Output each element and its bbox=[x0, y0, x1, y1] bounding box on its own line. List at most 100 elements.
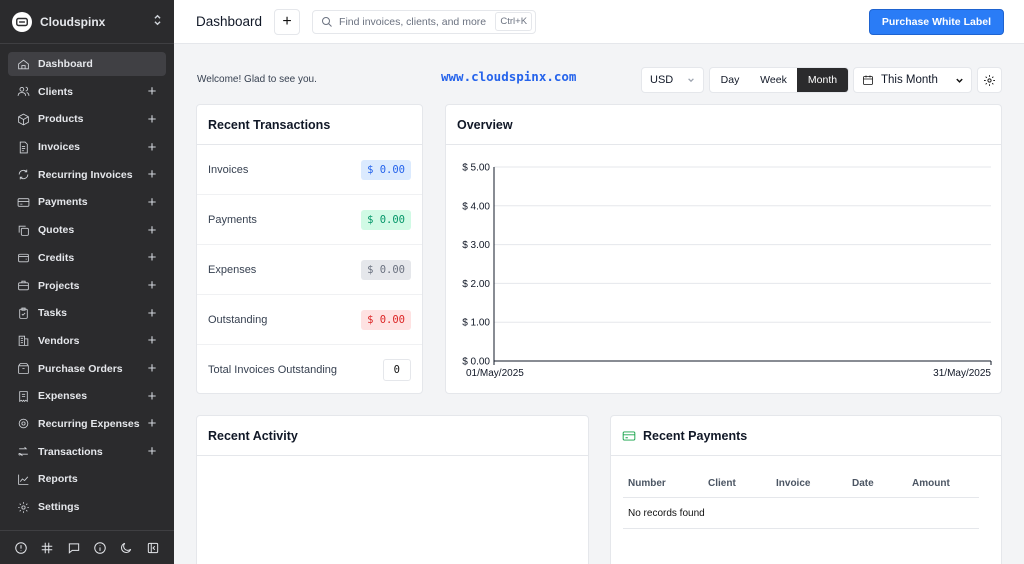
wallet-icon bbox=[16, 251, 30, 265]
sidebar-item-invoices[interactable]: Invoices + bbox=[8, 135, 166, 159]
sidebar-item-label: Credits bbox=[38, 251, 75, 264]
sidebar-item-payments[interactable]: Payments + bbox=[8, 190, 166, 214]
moon-icon[interactable] bbox=[119, 541, 133, 555]
row-value: $ 0.00 bbox=[361, 209, 411, 230]
y-tick-label: $ 1.00 bbox=[462, 318, 490, 329]
sidebar-item-label: Recurring Invoices bbox=[38, 168, 133, 181]
slack-icon[interactable] bbox=[40, 541, 54, 555]
row-label: Total Invoices Outstanding bbox=[208, 364, 338, 376]
file-icon bbox=[16, 140, 30, 154]
chat-icon[interactable] bbox=[67, 541, 81, 555]
plus-icon[interactable]: + bbox=[147, 83, 157, 101]
plus-icon[interactable]: + bbox=[147, 332, 157, 350]
sidebar-item-recurring-invoices[interactable]: Recurring Invoices + bbox=[8, 163, 166, 187]
table-header: Number Client Invoice Date Amount bbox=[623, 470, 979, 498]
clipboard-icon bbox=[16, 306, 30, 320]
sidebar-item-label: Quotes bbox=[38, 224, 75, 237]
period-week-button[interactable]: Week bbox=[760, 74, 787, 86]
plus-icon[interactable]: + bbox=[147, 138, 157, 156]
row-value: $ 0.00 bbox=[361, 259, 411, 280]
chevron-down-icon bbox=[955, 76, 963, 84]
alert-icon[interactable] bbox=[14, 541, 28, 555]
currency-value: USD bbox=[650, 74, 674, 86]
sidebar-item-label: Clients bbox=[38, 85, 74, 98]
search-input[interactable]: Find invoices, clients, and more Ctrl+K bbox=[312, 9, 537, 34]
plus-icon[interactable]: + bbox=[147, 304, 157, 322]
sidebar-item-transactions[interactable]: Transactions + bbox=[8, 440, 166, 464]
column-header[interactable]: Invoice bbox=[776, 478, 811, 489]
plus-icon[interactable]: + bbox=[147, 443, 157, 461]
recent-payments-card: Recent Payments Number Client Invoice Da… bbox=[610, 415, 1002, 564]
sidebar-item-label: Settings bbox=[38, 501, 80, 513]
sidebar-item-products[interactable]: Products + bbox=[8, 107, 166, 131]
column-header[interactable]: Number bbox=[628, 478, 666, 489]
card-title: Recent Transactions bbox=[197, 105, 422, 145]
y-tick-label: $ 0.00 bbox=[462, 357, 490, 368]
column-header[interactable]: Client bbox=[708, 478, 736, 489]
plus-icon[interactable]: + bbox=[147, 387, 157, 405]
transfer-icon bbox=[16, 445, 30, 459]
sidebar-item-vendors[interactable]: Vendors + bbox=[8, 329, 166, 353]
welcome-message: Welcome! Glad to see you. bbox=[197, 74, 317, 85]
info-icon[interactable] bbox=[93, 541, 107, 555]
plus-icon[interactable]: + bbox=[147, 277, 157, 294]
search-shortcut: Ctrl+K bbox=[495, 12, 533, 31]
refresh-icon bbox=[16, 168, 30, 182]
sidebar-item-quotes[interactable]: Quotes + bbox=[8, 218, 166, 242]
sidebar-item-recurring-expenses[interactable]: Recurring Expenses + bbox=[8, 412, 166, 436]
row-label: Invoices bbox=[208, 163, 249, 176]
row-value: 0 bbox=[382, 359, 411, 381]
sidebar-item-tasks[interactable]: Tasks + bbox=[8, 301, 166, 325]
plus-icon[interactable]: + bbox=[147, 360, 157, 378]
briefcase-icon bbox=[16, 279, 30, 293]
sidebar-item-credits[interactable]: Credits + bbox=[8, 246, 166, 270]
users-icon bbox=[16, 85, 30, 99]
sidebar-item-label: Expenses bbox=[38, 390, 88, 403]
sidebar-item-label: Projects bbox=[38, 279, 80, 292]
plus-icon[interactable]: + bbox=[147, 415, 157, 433]
sidebar-item-label: Invoices bbox=[38, 141, 81, 154]
package-icon bbox=[16, 362, 30, 376]
purchase-white-label-button[interactable]: Purchase White Label bbox=[868, 8, 1004, 35]
dashboard-settings-button[interactable] bbox=[977, 67, 1002, 93]
card-title: Recent Activity bbox=[197, 416, 588, 456]
row-label: Outstanding bbox=[208, 313, 268, 326]
row-value: $ 0.00 bbox=[361, 159, 411, 180]
receipt-icon bbox=[16, 389, 30, 403]
gear-icon bbox=[16, 500, 30, 514]
sidebar-item-settings[interactable]: Settings bbox=[8, 495, 166, 519]
plus-icon[interactable]: + bbox=[147, 249, 157, 267]
sidebar-item-expenses[interactable]: Expenses + bbox=[8, 384, 166, 408]
quick-add-button[interactable]: + bbox=[274, 8, 301, 35]
sidebar-item-label: Reports bbox=[38, 473, 78, 486]
sidebar-item-reports[interactable]: Reports bbox=[8, 467, 166, 491]
top-bar: Dashboard + Find invoices, clients, and … bbox=[174, 0, 1024, 44]
sidebar-item-clients[interactable]: Clients + bbox=[8, 80, 166, 104]
card-header: Recent Payments bbox=[611, 416, 1001, 456]
sidebar-item-label: Purchase Orders bbox=[38, 362, 123, 375]
site-url-watermark: www.cloudspinx.com bbox=[441, 69, 577, 84]
empty-state: No records found bbox=[623, 498, 979, 529]
sidebar-item-label: Payments bbox=[38, 196, 88, 209]
chevron-updown-icon bbox=[153, 14, 162, 29]
column-header[interactable]: Amount bbox=[912, 478, 950, 489]
plus-icon[interactable]: + bbox=[147, 166, 157, 184]
sidebar-item-label: Dashboard bbox=[38, 58, 93, 70]
period-month-button[interactable]: Month bbox=[797, 68, 848, 92]
overview-chart: $ 0.00 $ 1.00 $ 2.00 $ 3.00 $ 4.00 $ 5.00 01/M… bbox=[446, 146, 1001, 393]
currency-select[interactable]: USD bbox=[641, 67, 704, 93]
column-header[interactable]: Date bbox=[852, 478, 874, 489]
plus-icon[interactable]: + bbox=[147, 221, 157, 239]
plus-icon[interactable]: + bbox=[147, 110, 157, 128]
sidebar-item-projects[interactable]: Projects + bbox=[8, 274, 166, 298]
collapse-icon[interactable] bbox=[146, 541, 160, 555]
company-switcher[interactable]: Cloudspinx bbox=[0, 0, 174, 44]
plus-icon[interactable]: + bbox=[147, 193, 157, 211]
sidebar-item-purchase-orders[interactable]: Purchase Orders + bbox=[8, 357, 166, 381]
date-range-select[interactable]: This Month bbox=[853, 67, 972, 93]
sidebar-item-dashboard[interactable]: Dashboard bbox=[8, 52, 166, 76]
search-icon bbox=[322, 16, 332, 27]
building-icon bbox=[16, 334, 30, 348]
transaction-row-payments: Payments $ 0.00 bbox=[197, 195, 422, 245]
period-day-button[interactable]: Day bbox=[720, 74, 740, 86]
